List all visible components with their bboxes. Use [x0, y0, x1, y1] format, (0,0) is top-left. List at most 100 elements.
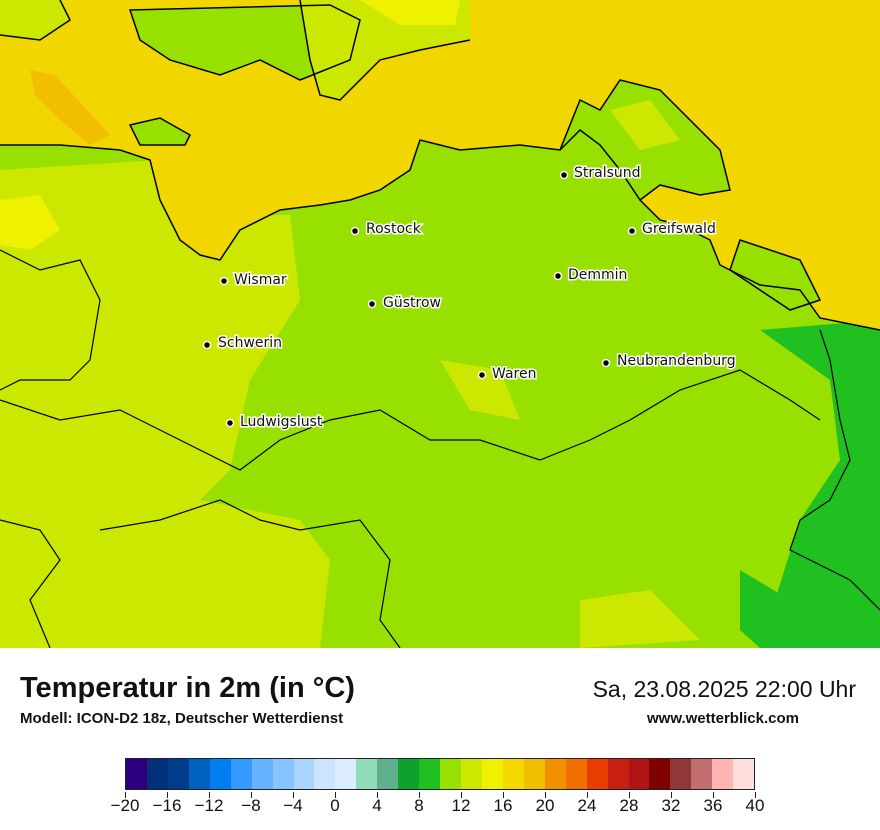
colorbar-tick-label: −4	[283, 796, 303, 815]
island-fehmarn	[128, 117, 191, 146]
land-yellow-south	[580, 590, 700, 648]
city-marker	[202, 340, 212, 350]
colorbar-tick-label: 24	[577, 796, 597, 815]
city-label-halo: Greifswald	[642, 221, 716, 237]
colorbar-segment	[440, 759, 461, 789]
city-wismar: Wismar Wismar	[219, 271, 288, 290]
city-marker	[477, 370, 487, 380]
colorbar	[125, 758, 755, 790]
colorbar-tick	[376, 792, 378, 798]
border-state-west	[0, 249, 101, 391]
city-label: Schwerin	[218, 335, 282, 351]
coastline-lolland	[128, 4, 361, 81]
colorbar-tick	[460, 792, 462, 798]
colorbar-tick	[250, 792, 252, 798]
city-label: Güstrow	[383, 295, 441, 311]
island-mon	[360, 0, 460, 25]
colorbar-segment	[670, 759, 692, 789]
colorbar-segment	[607, 759, 629, 789]
city-label-halo: Ludwigslust	[240, 414, 323, 430]
colorbar-tick-label: 28	[619, 796, 639, 815]
colorbar-tick-label: 16	[493, 796, 513, 815]
map-title: Temperatur in 2m (in °C)	[20, 672, 355, 704]
border-country-east	[789, 329, 880, 611]
city-schwerin: Schwerin Schwerin	[202, 334, 284, 353]
colorbar-segment	[230, 759, 252, 789]
city-label: Greifswald	[642, 221, 716, 237]
city-rostock: Rostock Rostock	[350, 220, 423, 239]
land-darkgreen-south	[740, 570, 790, 648]
colorbar-segment	[628, 759, 650, 789]
city-stralsund: Stralsund Stralsund	[559, 164, 642, 183]
colorbar-segment	[502, 759, 524, 789]
colorbar-segment	[649, 759, 671, 789]
coastline-ruegen	[559, 79, 731, 201]
city-label: Neubrandenburg	[617, 353, 736, 369]
colorbar-segment	[481, 759, 503, 789]
colorbar-tick-label: 4	[372, 796, 382, 815]
city-label: Rostock	[366, 221, 422, 237]
colorbar-tick-label: 32	[661, 796, 681, 815]
land-yellow-west	[0, 195, 60, 250]
border-state-southwest	[0, 519, 61, 648]
city-label-halo: Demmin	[568, 267, 627, 283]
city-marker	[559, 170, 569, 180]
island-ruegen-light	[610, 100, 680, 150]
colorbar-segment	[691, 759, 713, 789]
colorbar-segment	[377, 759, 399, 789]
colorbar-segment	[293, 759, 315, 789]
colorbar-segment	[419, 759, 441, 789]
city-label: Stralsund	[574, 165, 641, 181]
colorbar-segment	[167, 759, 189, 789]
city-ludwigslust: Ludwigslust Ludwigslust	[225, 413, 324, 432]
colorbar-segment	[586, 759, 608, 789]
sea-warm-streak	[30, 70, 110, 145]
colorbar-segment	[146, 759, 168, 789]
city-label-halo: Wismar	[234, 272, 287, 288]
colorbar-tick-label: −16	[152, 796, 182, 815]
colorbar-tick-label: 36	[703, 796, 723, 815]
colorbar-tick-label: 0	[330, 796, 340, 815]
colorbar-segment	[126, 759, 147, 789]
colorbar-tick-label: −8	[241, 796, 261, 815]
colorbar-tick-label: 12	[451, 796, 471, 815]
temperature-map: Stralsund Stralsund Rostock Rostock Grei…	[0, 0, 880, 648]
city-label-halo: Neubrandenburg	[617, 353, 736, 369]
website-label: www.wetterblick.com	[647, 710, 799, 727]
colorbar-segment	[272, 759, 294, 789]
colorbar-tick	[544, 792, 546, 798]
coastline-falster	[299, 0, 471, 101]
city-label: Waren	[492, 366, 536, 382]
colorbar-segment	[398, 759, 420, 789]
colorbar-segment	[335, 759, 357, 789]
city-marker	[601, 358, 611, 368]
colorbar-tick	[124, 792, 126, 798]
city-marker	[219, 276, 229, 286]
city-marker	[367, 299, 377, 309]
colorbar-segment	[356, 759, 378, 789]
land-south-lightgreen	[60, 500, 330, 648]
colorbar-segment	[314, 759, 336, 789]
coastline	[0, 129, 880, 331]
border-state-south	[0, 369, 821, 471]
colorbar-segment	[209, 759, 231, 789]
coastline-nw	[0, 0, 71, 41]
colorbar-tick	[628, 792, 630, 798]
colorbar-tick-label: −12	[194, 796, 224, 815]
city-label-halo: Güstrow	[383, 295, 441, 311]
colorbar-tick	[586, 792, 588, 798]
colorbar-tick	[502, 792, 504, 798]
colorbar-tick-label: 40	[745, 796, 765, 815]
city-neubrandenburg: Neubrandenburg Neubrandenburg	[601, 352, 737, 371]
model-info: Modell: ICON-D2 18z, Deutscher Wetterdie…	[20, 710, 344, 727]
colorbar-tick	[670, 792, 672, 798]
city-label-halo: Rostock	[366, 221, 422, 237]
colorbar-segment	[565, 759, 587, 789]
colorbar-tick	[754, 792, 756, 798]
colorbar-tick	[418, 792, 420, 798]
colorbar-tick	[166, 792, 168, 798]
city-guestrow: Güstrow Güstrow	[367, 294, 442, 313]
city-label: Ludwigslust	[240, 414, 323, 430]
colorbar-segment	[523, 759, 545, 789]
colorbar-ticks: −20 −16 −12 −8 −4 0 4 8 12 16 20 24 28 32 36 40	[111, 792, 764, 822]
